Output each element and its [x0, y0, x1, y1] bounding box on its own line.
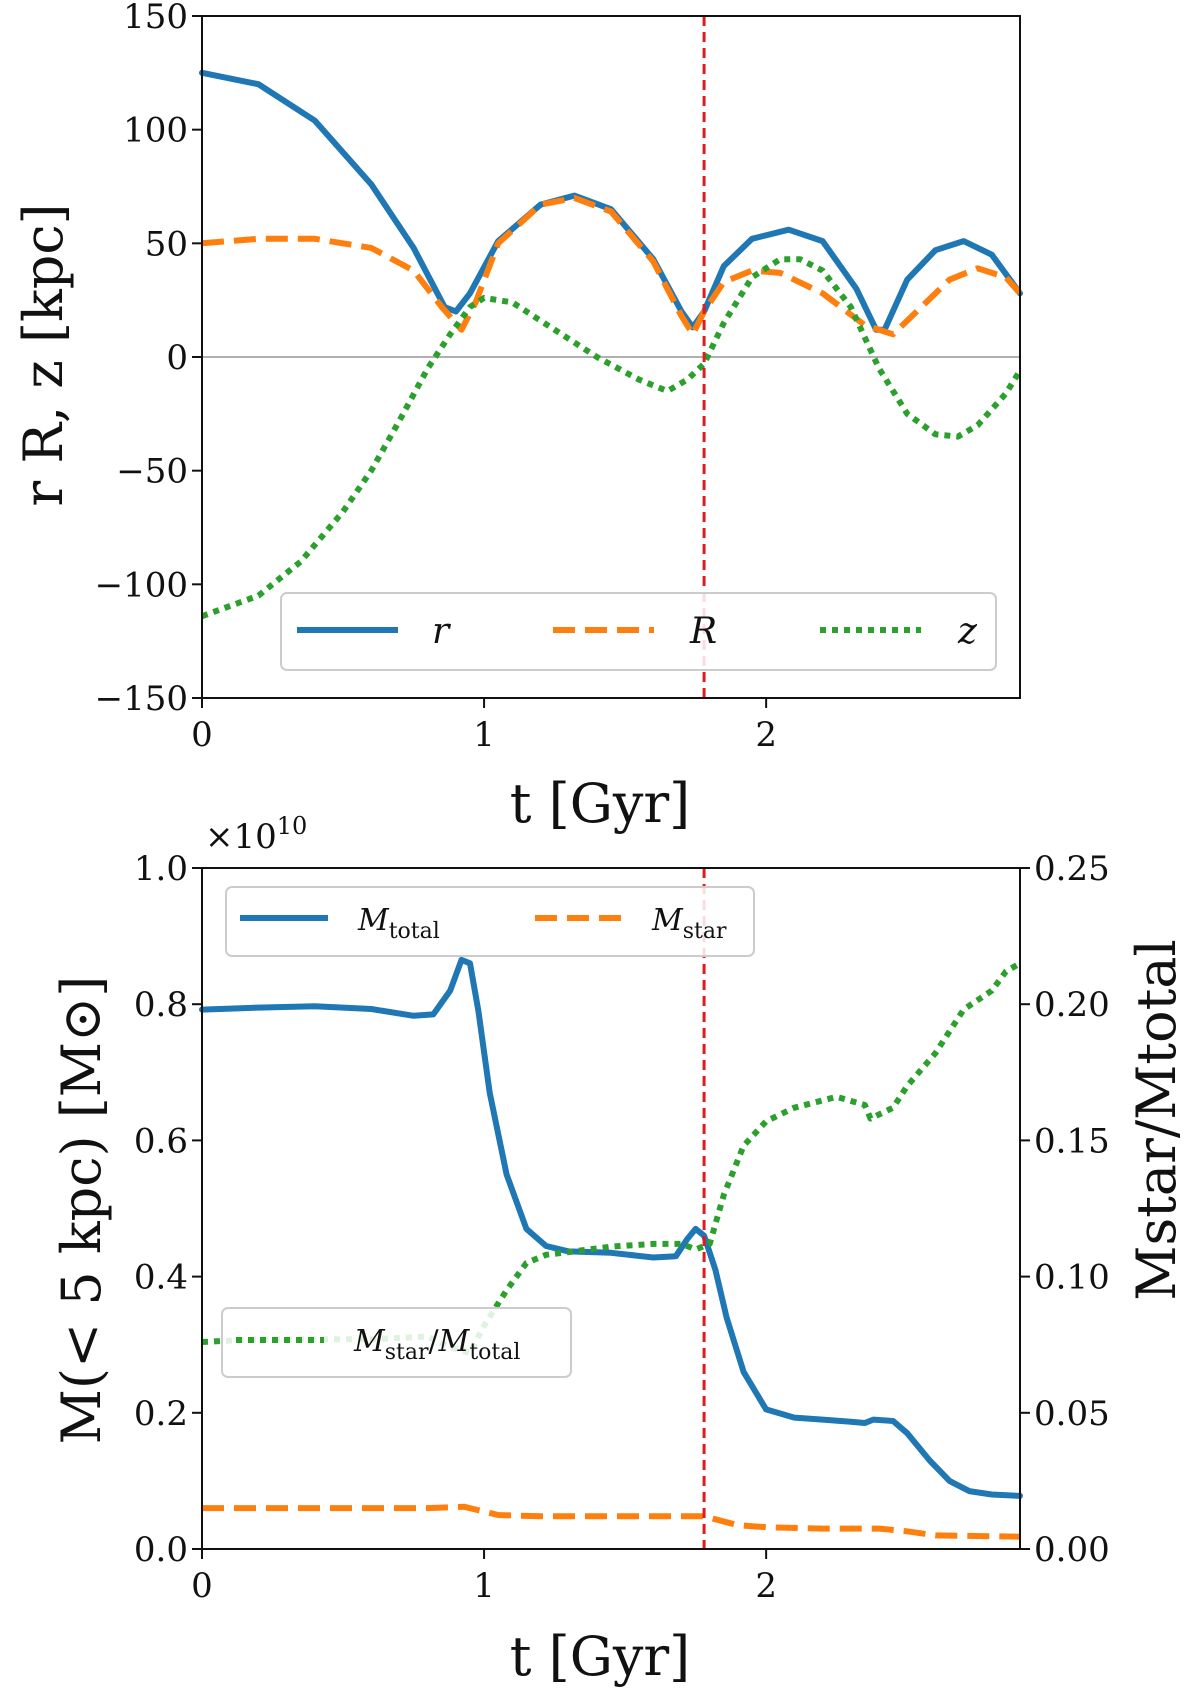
right-y-tick-label: 0.15 [1034, 1121, 1110, 1161]
multiplier-label: ×1010 [205, 812, 307, 857]
y-tick-label: 0.4 [134, 1258, 188, 1298]
bottom-legend-lower: Mstar/Mtotal [221, 1307, 572, 1378]
y-tick-label: −50 [116, 452, 188, 492]
top-x-axis-label: t [Gyr] [510, 772, 690, 835]
legend-z-label: z [957, 611, 978, 652]
top-panel: 0 1 2 −150 −100 −50 0 50 100 150 t [Gyr] r R, z [… [12, 0, 1023, 835]
y-tick-label: 1.0 [134, 849, 188, 889]
y-tick-label: −150 [95, 679, 188, 719]
x-tick-label: 2 [755, 715, 777, 755]
y-tick-label: 0.6 [134, 1121, 188, 1161]
y-tick-label: 50 [145, 224, 188, 264]
right-y-tick-label: 0.00 [1034, 1530, 1110, 1570]
series-mstar-line [202, 1503, 1021, 1540]
legend-r-label: r [432, 611, 451, 652]
right-y-tick-label: 0.05 [1034, 1394, 1110, 1434]
bottom-legend-upper: Mtotal Mstar [225, 886, 755, 957]
y-tick-label: 0.8 [134, 985, 188, 1025]
x-tick-label: 1 [473, 715, 495, 755]
series-mtotal-line [199, 956, 1023, 1499]
series-z-line [200, 256, 1023, 620]
y-tick-label: 100 [123, 111, 188, 151]
legend-mtotal-label: Mtotal [357, 903, 440, 944]
y-tick-label: −100 [95, 565, 188, 605]
right-y-tick-label: 0.25 [1034, 849, 1110, 889]
y-tick-label: 0 [166, 338, 188, 378]
legend-ratio-label: Mstar/Mtotal [353, 1324, 520, 1365]
y-tick-label: 0.0 [134, 1530, 188, 1570]
series-r-line [199, 69, 1023, 333]
right-y-tick-label: 0.20 [1034, 985, 1110, 1025]
y-tick-label: 150 [123, 0, 188, 37]
right-y-tick-label: 0.10 [1034, 1258, 1110, 1298]
top-legend: r R z [280, 592, 997, 671]
x-tick-label: 0 [191, 1566, 213, 1606]
series-r-line [201, 194, 1023, 338]
legend-mstar-label: Mstar [651, 903, 727, 944]
x-tick-label: 2 [755, 1566, 777, 1606]
series-mstar-mtotal-line [201, 960, 1022, 1356]
bottom-right-y-axis-label: Mstar/Mtotal [1125, 939, 1188, 1301]
bottom-x-axis-label: t [Gyr] [510, 1625, 690, 1688]
bottom-axes-frame [201, 867, 1021, 1550]
x-tick-label: 1 [473, 1566, 495, 1606]
top-y-axis-label: r R, z [kpc] [12, 203, 75, 506]
y-tick-label: 0.2 [134, 1394, 188, 1434]
bottom-y-axis-label: M(< 5 kpc) [M⊙] [50, 976, 113, 1445]
bottom-panel: 0 1 2 0.0 0.2 0.4 0.6 0.8 1.0 0.00 0.05 0.10 0.15 0.2… [50, 812, 1188, 1688]
x-tick-label: 0 [191, 715, 213, 755]
legend-R-label: R [689, 611, 717, 652]
